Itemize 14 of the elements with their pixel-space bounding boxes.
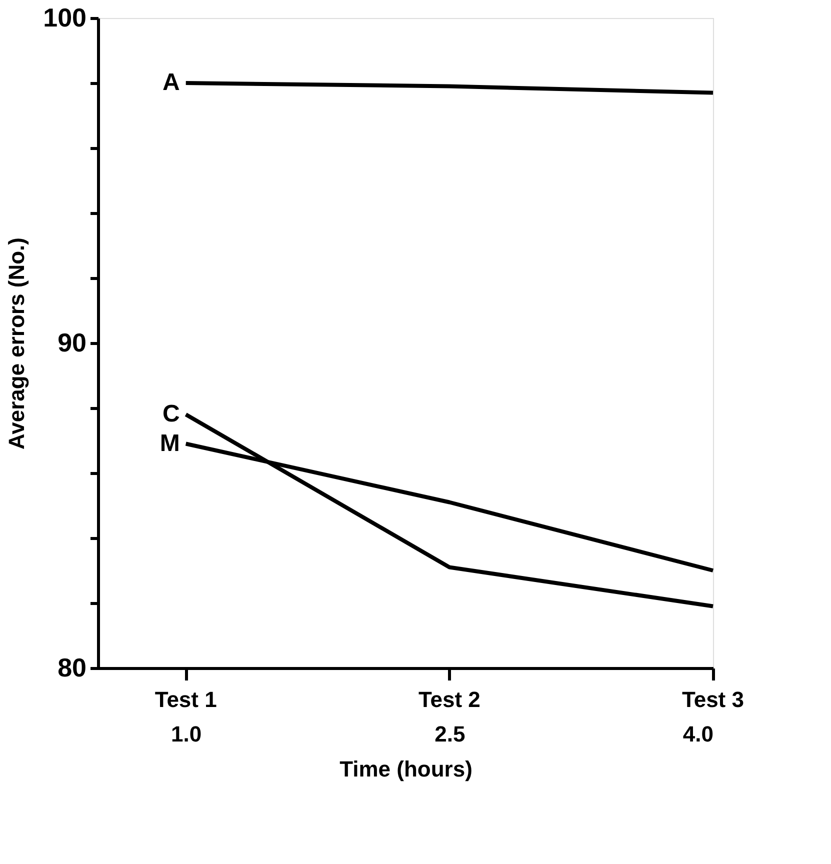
text: Test 3 <box>682 687 744 712</box>
x-tick-label: 4.0 <box>682 722 714 746</box>
x-tick-label: 1.0 <box>171 722 202 746</box>
x-tick-label: 2.5 <box>434 722 466 746</box>
series-label: A <box>162 69 180 96</box>
y-tick-label: 100 <box>43 2 86 32</box>
series-label: M <box>160 430 180 457</box>
text: Test 2 <box>418 687 480 712</box>
y-tick-label: 80 <box>58 652 86 682</box>
y-axis-title: Average errors (No.) <box>4 238 30 450</box>
text: Test 1 <box>154 687 217 712</box>
y-tick-label: 90 <box>58 328 86 358</box>
x-axis-title: Time (hours) <box>340 756 472 782</box>
series-label: C <box>162 400 180 428</box>
